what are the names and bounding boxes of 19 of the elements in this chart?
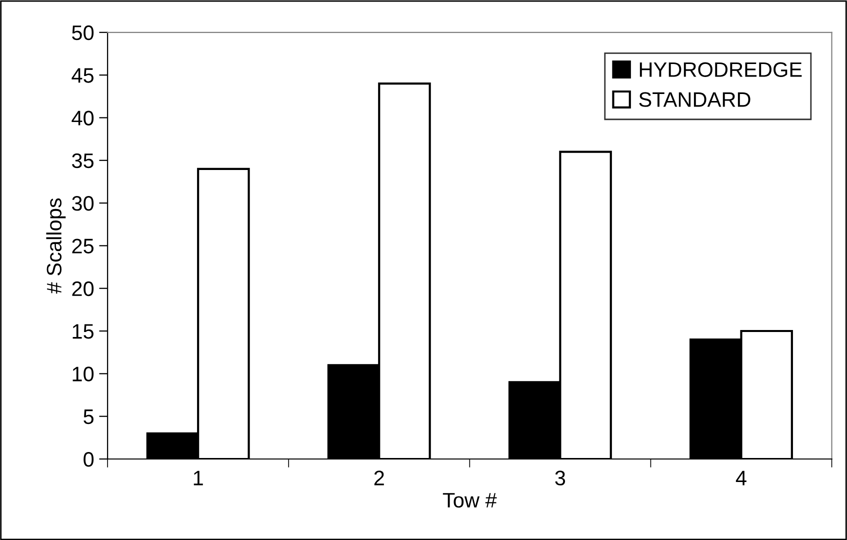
y-tick-label: 35 [72,153,94,168]
y-tick-label: 30 [72,196,94,211]
y-tick-label: 25 [72,238,94,254]
y-tick-label: 20 [72,281,94,296]
y-tick-label: 5 [84,410,94,424]
x-tick-label: 4 [736,470,746,486]
y-tick-label: 50 [72,25,94,40]
y-tick-label: 15 [72,324,94,339]
legend-label: STANDARD [639,92,750,107]
x-tick-label: 1 [194,470,203,486]
y-tick-label: 45 [72,68,94,83]
y-tick-label: 40 [72,110,94,126]
legend-label: HYDRODREDGE [640,62,802,77]
y-tick-label: 0 [84,452,94,467]
x-axis-title: Tow # [442,493,497,508]
x-tick-label: 3 [555,470,566,486]
y-axis-title: # Scallops [46,198,66,294]
x-tick-label: 2 [374,470,384,486]
y-tick-label: 10 [72,366,94,382]
